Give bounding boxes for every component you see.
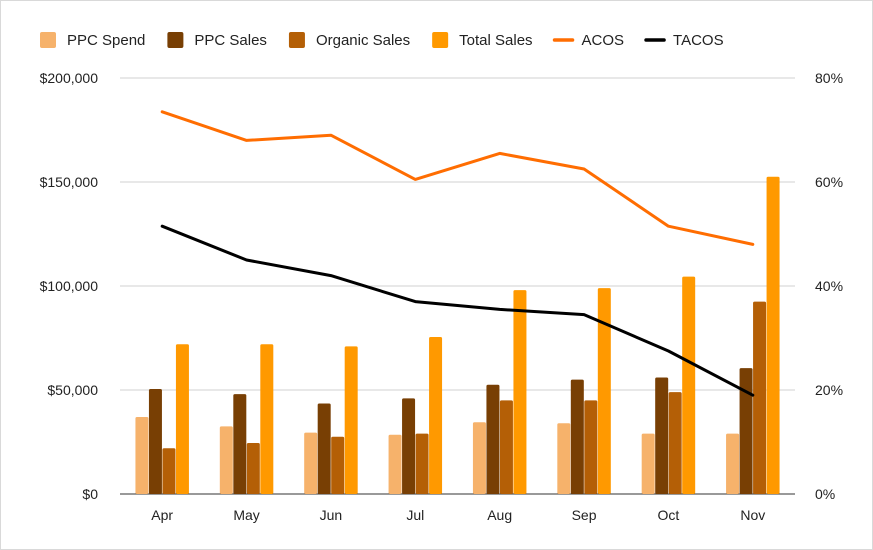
bar-ppc-spend-oct (641, 433, 655, 494)
bar-total-sales-sep (597, 288, 611, 494)
bar-organic-sales-sep (584, 400, 598, 494)
bar-ppc-spend-jul (388, 434, 402, 494)
x-axis: Apr May Jun Jul Aug Sep Oct Nov (151, 507, 765, 523)
x-tick-label: Jun (320, 507, 343, 523)
legend-item-ppc-spend: PPC Spend (40, 32, 145, 49)
legend-swatch-ppc-spend (40, 32, 56, 48)
x-tick-label: Jul (406, 507, 424, 523)
x-tick-label: May (233, 507, 259, 523)
left-axis: $0 $50,000 $100,000 $150,000 $200,000 (40, 70, 99, 502)
bar-ppc-sales-oct (655, 377, 669, 494)
bar-total-sales-nov (766, 176, 780, 495)
bar-total-sales-apr (175, 344, 189, 494)
legend-label-ppc-spend: PPC Spend (67, 32, 145, 49)
bar-organic-sales-apr (162, 448, 176, 494)
right-tick-label: 80% (815, 70, 843, 86)
bar-total-sales-jul (429, 336, 443, 494)
bar-total-sales-oct (682, 276, 696, 494)
bar-ppc-sales-aug (486, 384, 500, 494)
x-tick-label: Sep (572, 507, 597, 523)
x-tick-label: Oct (658, 507, 680, 523)
bar-organic-sales-aug (499, 400, 513, 494)
legend-label-ppc-sales: PPC Sales (194, 32, 267, 49)
bar-ppc-spend-sep (557, 423, 571, 494)
legend-label-acos: ACOS (582, 32, 625, 49)
x-tick-label: Aug (487, 507, 512, 523)
bar-ppc-sales-jun (317, 403, 331, 494)
x-tick-label: Apr (151, 507, 173, 523)
legend-item-total-sales: Total Sales (432, 32, 533, 49)
bar-ppc-sales-may (233, 394, 247, 494)
bar-ppc-spend-may (219, 426, 233, 494)
bar-ppc-spend-apr (135, 417, 149, 494)
legend-item-organic-sales: Organic Sales (288, 32, 410, 49)
left-tick-label: $150,000 (40, 174, 99, 190)
legend-label-tacos: TACOS (673, 32, 724, 49)
right-tick-label: 60% (815, 174, 843, 190)
line-tacos (160, 224, 755, 397)
legend-label-organic-sales: Organic Sales (316, 32, 410, 49)
legend-swatch-total-sales (432, 32, 449, 48)
right-tick-label: 20% (815, 382, 843, 398)
bar-ppc-sales-apr (148, 388, 162, 494)
left-tick-label: $50,000 (47, 382, 98, 398)
legend-item-acos: ACOS (552, 32, 625, 49)
right-axis: 0% 20% 40% 60% 80% (815, 70, 843, 502)
bar-ppc-spend-jun (304, 432, 318, 494)
left-tick-label: $100,000 (40, 278, 99, 294)
legend-label-total-sales: Total Sales (459, 32, 532, 49)
bar-ppc-spend-aug (472, 422, 486, 494)
legend-swatch-ppc-sales (167, 32, 184, 48)
legend: PPC Spend PPC Sales Organic Sales Total Sal… (40, 32, 724, 49)
bar-total-sales-aug (513, 290, 527, 494)
legend-swatch-organic-sales (288, 32, 305, 48)
bars (135, 176, 780, 495)
bar-organic-sales-jul (415, 433, 429, 494)
bar-organic-sales-oct (668, 392, 682, 494)
x-tick-label: Nov (740, 507, 765, 523)
lines (160, 110, 755, 397)
left-tick-label: $200,000 (40, 70, 99, 86)
bar-organic-sales-may (246, 443, 260, 494)
bar-ppc-sales-sep (570, 379, 584, 494)
bar-organic-sales-nov (753, 301, 767, 494)
legend-item-tacos: TACOS (644, 32, 724, 49)
right-tick-label: 40% (815, 278, 843, 294)
bar-total-sales-may (260, 344, 274, 494)
bar-organic-sales-jun (331, 436, 345, 494)
line-acos (160, 110, 755, 246)
bar-ppc-spend-nov (726, 433, 740, 494)
legend-item-ppc-sales: PPC Sales (167, 32, 267, 49)
bar-total-sales-jun (344, 346, 358, 494)
left-tick-label: $0 (82, 486, 98, 502)
bar-ppc-sales-nov (739, 368, 753, 494)
bar-ppc-sales-jul (402, 398, 416, 494)
right-tick-label: 0% (815, 486, 835, 502)
